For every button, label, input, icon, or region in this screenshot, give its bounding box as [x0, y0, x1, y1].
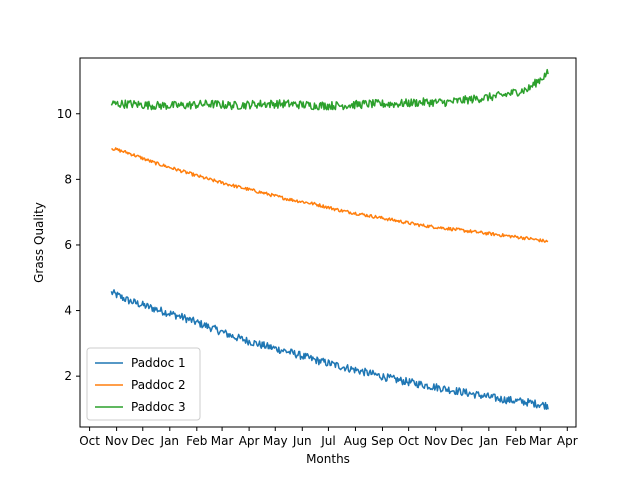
legend-label: Paddoc 2: [131, 378, 186, 392]
x-tick-label: Feb: [186, 434, 207, 448]
x-tick-label: Oct: [79, 434, 100, 448]
x-tick-label: Jan: [479, 434, 499, 448]
x-tick-label: Mar: [529, 434, 552, 448]
series-line-1: [110, 289, 549, 410]
y-tick-label: 6: [64, 238, 72, 252]
legend-label: Paddoc 1: [131, 356, 186, 370]
x-tick-label: Apr: [239, 434, 260, 448]
x-axis-label: Months: [306, 452, 350, 466]
x-tick-label: Oct: [398, 434, 419, 448]
x-tick-label: Nov: [424, 434, 447, 448]
x-axis: Oct Nov Dec Jan Feb Mar Apr May Jun Jul Aug Sep Oct N…: [79, 427, 578, 448]
y-axis: 2 4 6 8 10: [57, 107, 80, 383]
y-tick-label: 4: [64, 304, 72, 318]
x-tick-label: Jun: [292, 434, 312, 448]
x-tick-label: Jul: [320, 434, 335, 448]
legend: Paddoc 1 Paddoc 2 Paddoc 3: [86, 347, 201, 421]
x-tick-label: Jan: [160, 434, 180, 448]
y-tick-label: 8: [64, 172, 72, 186]
x-tick-label: Aug: [344, 434, 367, 448]
series-line-3: [110, 68, 549, 111]
y-tick-label: 10: [57, 107, 72, 121]
x-tick-label: Nov: [105, 434, 128, 448]
x-tick-label: Dec: [131, 434, 154, 448]
plot-area: [110, 68, 549, 410]
legend-label: Paddoc 3: [131, 400, 186, 414]
x-tick-label: Mar: [211, 434, 234, 448]
x-tick-label: Dec: [450, 434, 473, 448]
legend-box: [86, 347, 201, 421]
series-line-2: [111, 147, 549, 243]
x-tick-label: Apr: [557, 434, 578, 448]
y-axis-label: Grass Quality: [32, 202, 46, 283]
x-tick-label: Sep: [371, 434, 394, 448]
y-tick-label: 2: [64, 369, 72, 383]
x-tick-label: May: [263, 434, 288, 448]
x-tick-label: Feb: [505, 434, 526, 448]
